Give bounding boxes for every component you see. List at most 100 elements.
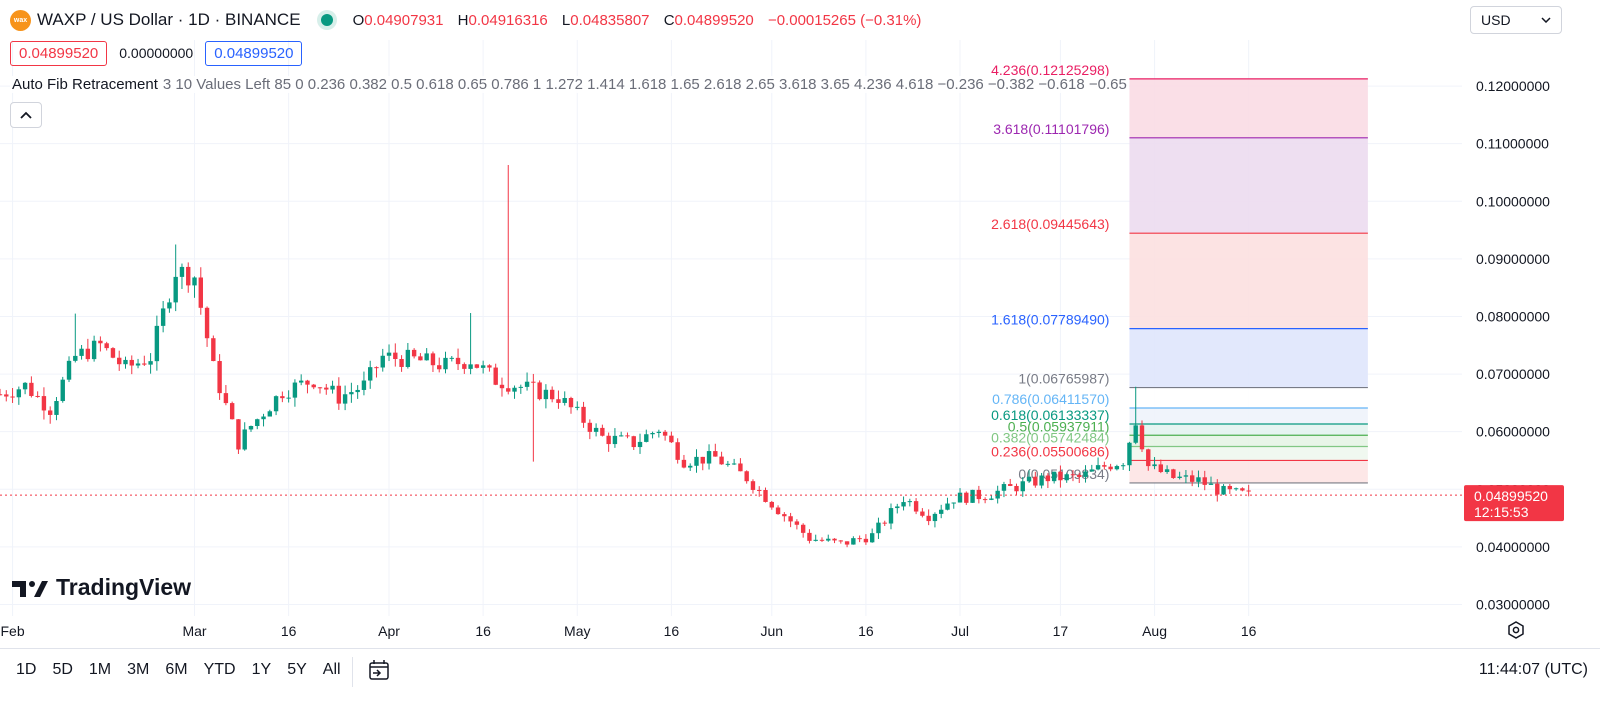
indicator-legend[interactable]: Auto Fib Retracement 3 10 Values Left 85 … bbox=[10, 76, 1129, 93]
candle-body bbox=[826, 538, 831, 541]
candle-body bbox=[700, 456, 705, 464]
candle-body bbox=[600, 427, 605, 436]
fib-level-label: 0.5(0.05937911) bbox=[1008, 418, 1110, 434]
fib-level-label: 2.618(0.09445643) bbox=[991, 216, 1109, 232]
range-3m[interactable]: 3M bbox=[127, 661, 150, 678]
candle-body bbox=[160, 308, 166, 326]
candle-body bbox=[788, 516, 793, 522]
candle-body bbox=[725, 463, 731, 465]
candle-body bbox=[662, 431, 668, 436]
close-value: 0.04899520 bbox=[674, 11, 754, 29]
candle-body bbox=[1008, 484, 1013, 486]
candle-body bbox=[706, 451, 712, 464]
candle-body bbox=[292, 382, 298, 398]
buy-button[interactable]: 0.04899520 bbox=[205, 40, 303, 66]
candle-body bbox=[888, 508, 894, 524]
range-6m[interactable]: 6M bbox=[165, 661, 188, 678]
market-status-icon[interactable] bbox=[320, 14, 333, 26]
range-all[interactable]: All bbox=[322, 661, 341, 678]
candle-body bbox=[1108, 466, 1113, 470]
candle-body bbox=[819, 539, 825, 541]
candle-body bbox=[656, 431, 662, 433]
candle-body bbox=[637, 441, 643, 448]
candle-body bbox=[876, 522, 881, 534]
candle-body bbox=[844, 541, 850, 545]
currency-select[interactable]: USD bbox=[1470, 6, 1562, 34]
range-5d[interactable]: 5D bbox=[52, 661, 73, 678]
candle-body bbox=[66, 360, 72, 380]
candle-body bbox=[91, 340, 97, 360]
candle-body bbox=[217, 361, 222, 394]
candle-body bbox=[48, 410, 53, 415]
range-5y[interactable]: 5Y bbox=[287, 661, 307, 678]
collapse-legend-button[interactable] bbox=[10, 102, 42, 128]
tradingview-brand[interactable]: TradingView bbox=[12, 574, 191, 601]
candle-body bbox=[1114, 466, 1120, 470]
symbol-title[interactable]: WAXP / US Dollar · 1D · BINANCE bbox=[37, 10, 301, 29]
candle-body bbox=[738, 463, 743, 472]
candle-body bbox=[882, 522, 887, 524]
candle-body bbox=[744, 471, 749, 482]
candle-body bbox=[1208, 483, 1214, 485]
candle-body bbox=[1202, 477, 1207, 485]
candle-body bbox=[1227, 485, 1233, 490]
range-1d[interactable]: 1D bbox=[16, 661, 37, 678]
candle-body bbox=[506, 388, 511, 392]
candle-body bbox=[135, 363, 141, 366]
range-1m[interactable]: 1M bbox=[88, 661, 112, 678]
y-tick-label: 0.04000000 bbox=[1476, 539, 1550, 555]
y-tick-label: 0.06000000 bbox=[1476, 424, 1550, 440]
x-tick-label: Aug bbox=[1142, 623, 1167, 639]
candle-body bbox=[895, 506, 900, 509]
range-1y[interactable]: 1Y bbox=[251, 661, 272, 678]
candle-body bbox=[926, 515, 931, 522]
candle-body bbox=[901, 502, 906, 507]
candle-body bbox=[60, 379, 65, 402]
brand-name: TradingView bbox=[56, 574, 192, 600]
candle-body bbox=[838, 540, 844, 542]
candle-body bbox=[750, 481, 756, 490]
candle-body bbox=[694, 456, 699, 466]
candle-body bbox=[1133, 425, 1138, 443]
indicator-name[interactable]: Auto Fib Retracement bbox=[12, 76, 158, 93]
open-value: 0.04907931 bbox=[364, 11, 444, 29]
x-tick-label: 16 bbox=[858, 623, 874, 639]
candle-body bbox=[110, 348, 116, 358]
candle-body bbox=[976, 489, 982, 500]
candle-body bbox=[1196, 477, 1201, 482]
x-tick-label: Jul bbox=[951, 623, 969, 639]
waxp-logo-icon: wax bbox=[10, 9, 31, 31]
candle-body bbox=[982, 499, 988, 501]
price-chart[interactable]: 0.030000000.040000000.050000000.06000000… bbox=[0, 0, 1600, 648]
candle-body bbox=[913, 501, 919, 512]
candle-body bbox=[4, 394, 9, 397]
candle-body bbox=[562, 397, 567, 403]
range-ytd[interactable]: YTD bbox=[203, 661, 236, 678]
candle-body bbox=[1139, 425, 1145, 450]
fib-level-label: 0.236(0.05500686) bbox=[991, 443, 1109, 459]
candle-body bbox=[675, 442, 680, 460]
candle-body bbox=[443, 357, 448, 370]
y-tick-label: 0.12000000 bbox=[1476, 78, 1550, 94]
trade-prices: 0.04899520 0.00000000 0.04899520 bbox=[10, 39, 303, 67]
candle-body bbox=[1051, 471, 1057, 482]
settings-icon[interactable] bbox=[1507, 621, 1525, 644]
candle-body bbox=[418, 356, 423, 361]
utc-clock[interactable]: 11:44:07 (UTC) bbox=[1478, 661, 1588, 678]
sell-button[interactable]: 0.04899520 bbox=[10, 40, 108, 66]
candle-body bbox=[951, 502, 956, 504]
go-to-date-icon[interactable] bbox=[368, 659, 390, 686]
candle-body bbox=[192, 277, 197, 286]
candle-body bbox=[229, 403, 235, 420]
candle-body bbox=[964, 492, 969, 503]
candle-body bbox=[374, 367, 379, 369]
candle-body bbox=[581, 406, 586, 423]
fib-level-label: 0.618(0.06133337) bbox=[991, 407, 1109, 423]
chart-header: wax WAXP / US Dollar · 1D · BINANCE O0.0… bbox=[0, 0, 931, 40]
candle-body bbox=[989, 498, 994, 500]
candle-body bbox=[587, 422, 593, 432]
candle-body bbox=[186, 266, 191, 286]
candle-body bbox=[1026, 476, 1032, 482]
last-price-label: 0.04899520 bbox=[1474, 488, 1548, 504]
candle-body bbox=[1127, 442, 1132, 466]
